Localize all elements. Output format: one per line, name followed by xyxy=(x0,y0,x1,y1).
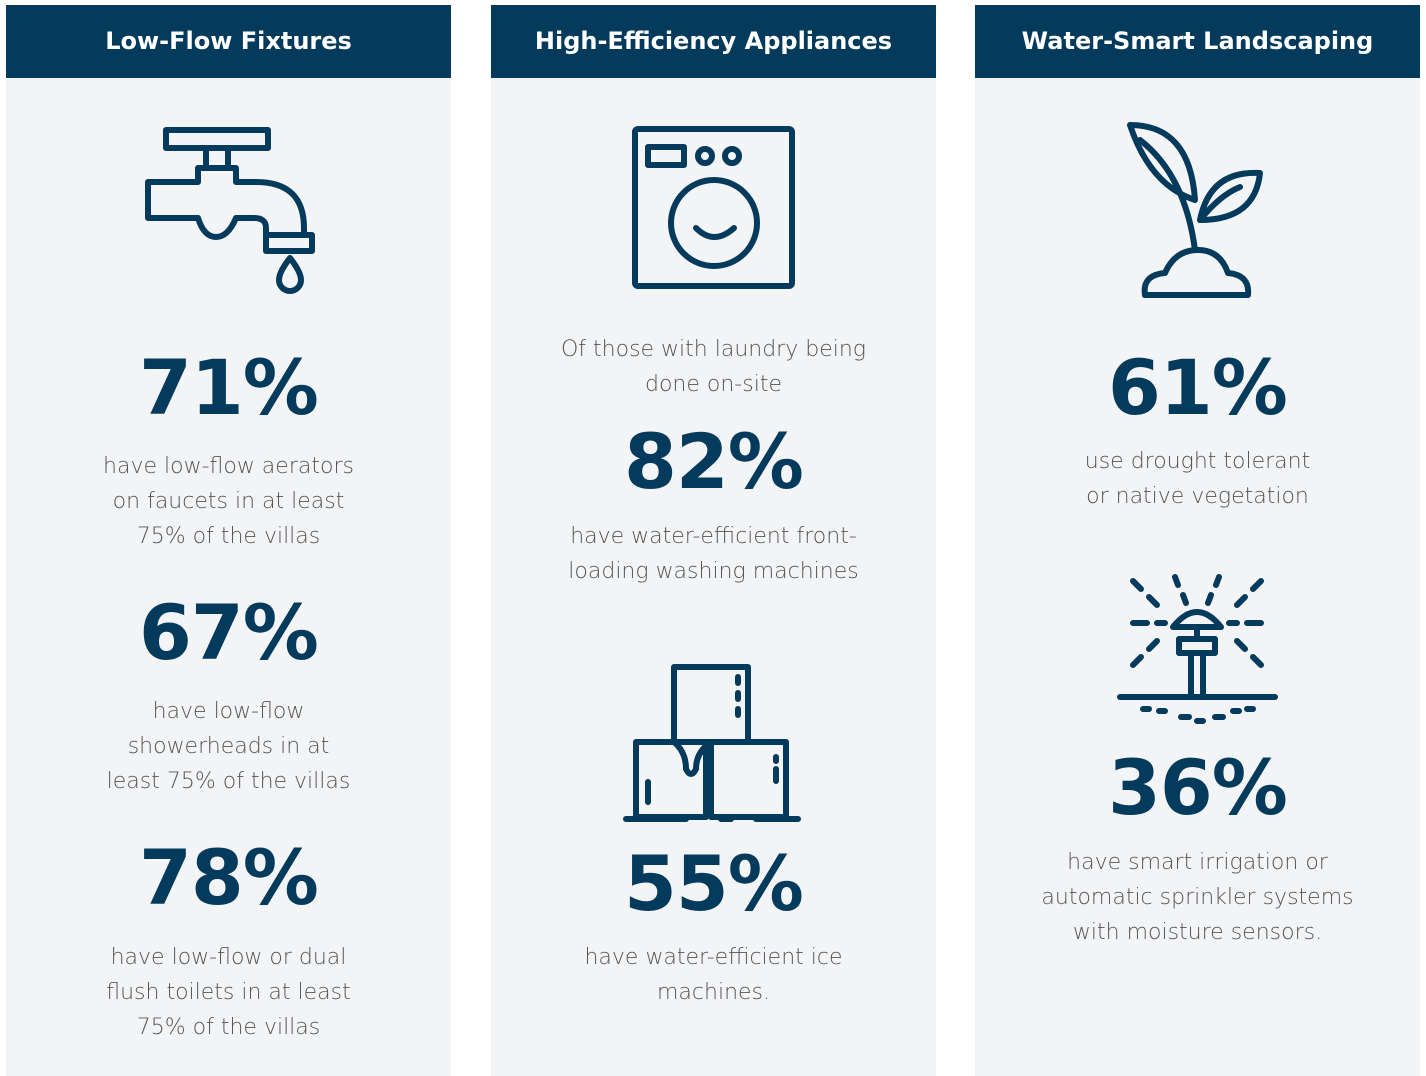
column-title: High-Efficiency Appliances xyxy=(491,5,936,78)
text-line: on faucets in at least xyxy=(112,489,345,514)
text-line: or native vegetation xyxy=(1086,484,1309,509)
intro-text: Of those with laundry being done on-site xyxy=(491,332,936,402)
plant-icon xyxy=(1127,122,1263,298)
text-line: loading washing machines xyxy=(568,559,859,584)
column: High-Efficiency Appliances Of those with… xyxy=(491,5,936,1076)
text-line: 75% of the villas xyxy=(136,524,321,549)
stat-text: have low-flow aerators on faucets in at l… xyxy=(6,449,451,554)
text-line: done on-site xyxy=(645,372,782,397)
text-line: least 75% of the villas xyxy=(106,769,351,794)
text-line: use drought tolerant xyxy=(1084,449,1311,474)
stat-text: use drought tolerant or native vegetation xyxy=(975,444,1420,514)
stat-value: 67% xyxy=(139,588,319,677)
column: Water-Smart Landscaping 61% use drought … xyxy=(975,5,1420,1076)
text-line: have smart irrigation or xyxy=(1067,850,1328,875)
ice-machine-icon xyxy=(623,664,801,822)
stat-value: 78% xyxy=(139,833,319,922)
stat-value: 71% xyxy=(139,343,319,432)
text-line: machines. xyxy=(657,980,770,1005)
text-line: have low-flow or dual xyxy=(110,945,347,970)
text-line: automatic sprinkler systems xyxy=(1041,885,1354,910)
washer-icon xyxy=(632,126,795,289)
text-line: have low-flow aerators xyxy=(103,454,354,479)
text-line: showerheads in at xyxy=(127,734,330,759)
text-line: have water-efficient ice xyxy=(584,945,843,970)
column-title: Low-Flow Fixtures xyxy=(6,5,451,78)
text-line: Of those with laundry being xyxy=(560,337,866,362)
column: Low-Flow Fixtures 71% have low-flow aera… xyxy=(6,5,451,1076)
text-line: 75% of the villas xyxy=(136,1015,321,1040)
stat-value: 55% xyxy=(624,839,804,928)
faucet-icon xyxy=(145,127,315,294)
text-line: have low-flow xyxy=(152,699,305,724)
stat-text: have low-flow showerheads in at least 75% … xyxy=(6,694,451,799)
stat-text: have low-flow or dual flush toilets in at… xyxy=(6,940,451,1045)
sprinkler-icon xyxy=(1117,574,1278,724)
stat-text: have water-efficient ice machines. xyxy=(491,940,936,1010)
stat-text: have smart irrigation or automatic sprink… xyxy=(975,845,1420,950)
stat-value: 61% xyxy=(1108,343,1288,432)
text-line: have water-efficient front- xyxy=(570,524,857,549)
text-line: with moisture sensors. xyxy=(1072,920,1323,945)
stat-text: have water-efficient front-loading washi… xyxy=(491,519,936,589)
stat-value: 36% xyxy=(1108,743,1288,832)
column-title: Water-Smart Landscaping xyxy=(975,5,1420,78)
text-line: flush toilets in at least xyxy=(106,980,351,1005)
stat-value: 82% xyxy=(624,417,804,506)
